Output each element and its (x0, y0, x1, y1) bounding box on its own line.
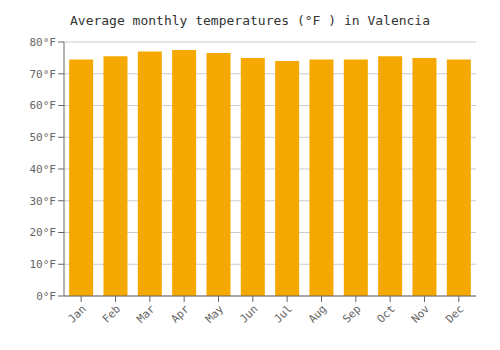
svg-text:Feb: Feb (100, 302, 123, 325)
svg-text:70°F: 70°F (30, 68, 57, 81)
svg-text:Jun: Jun (237, 302, 260, 325)
svg-text:Oct: Oct (375, 302, 398, 325)
svg-text:60°F: 60°F (30, 99, 57, 112)
svg-text:Jul: Jul (272, 302, 295, 325)
svg-text:Nov: Nov (409, 302, 433, 326)
html-text:Average monthly temperatures (: Average monthly temperatures (°F ) in Va… (70, 13, 430, 28)
svg-text:Dec: Dec (443, 302, 466, 325)
svg-text:80°F: 80°F (30, 36, 57, 49)
svg-text:Sep: Sep (340, 302, 363, 325)
svg-text:50°F: 50°F (30, 131, 57, 144)
svg-text:Apr: Apr (169, 302, 193, 326)
svg-text:40°F: 40°F (30, 163, 57, 176)
svg-text:Aug: Aug (306, 302, 329, 325)
svg-text:May: May (203, 302, 227, 326)
svg-text:10°F: 10°F (30, 258, 57, 271)
svg-text:Jan: Jan (66, 302, 89, 325)
svg-text:0°F: 0°F (36, 290, 56, 303)
svg-text:30°F: 30°F (30, 195, 57, 208)
svg-text:Mar: Mar (134, 302, 158, 326)
svg-text:20°F: 20°F (30, 226, 57, 239)
